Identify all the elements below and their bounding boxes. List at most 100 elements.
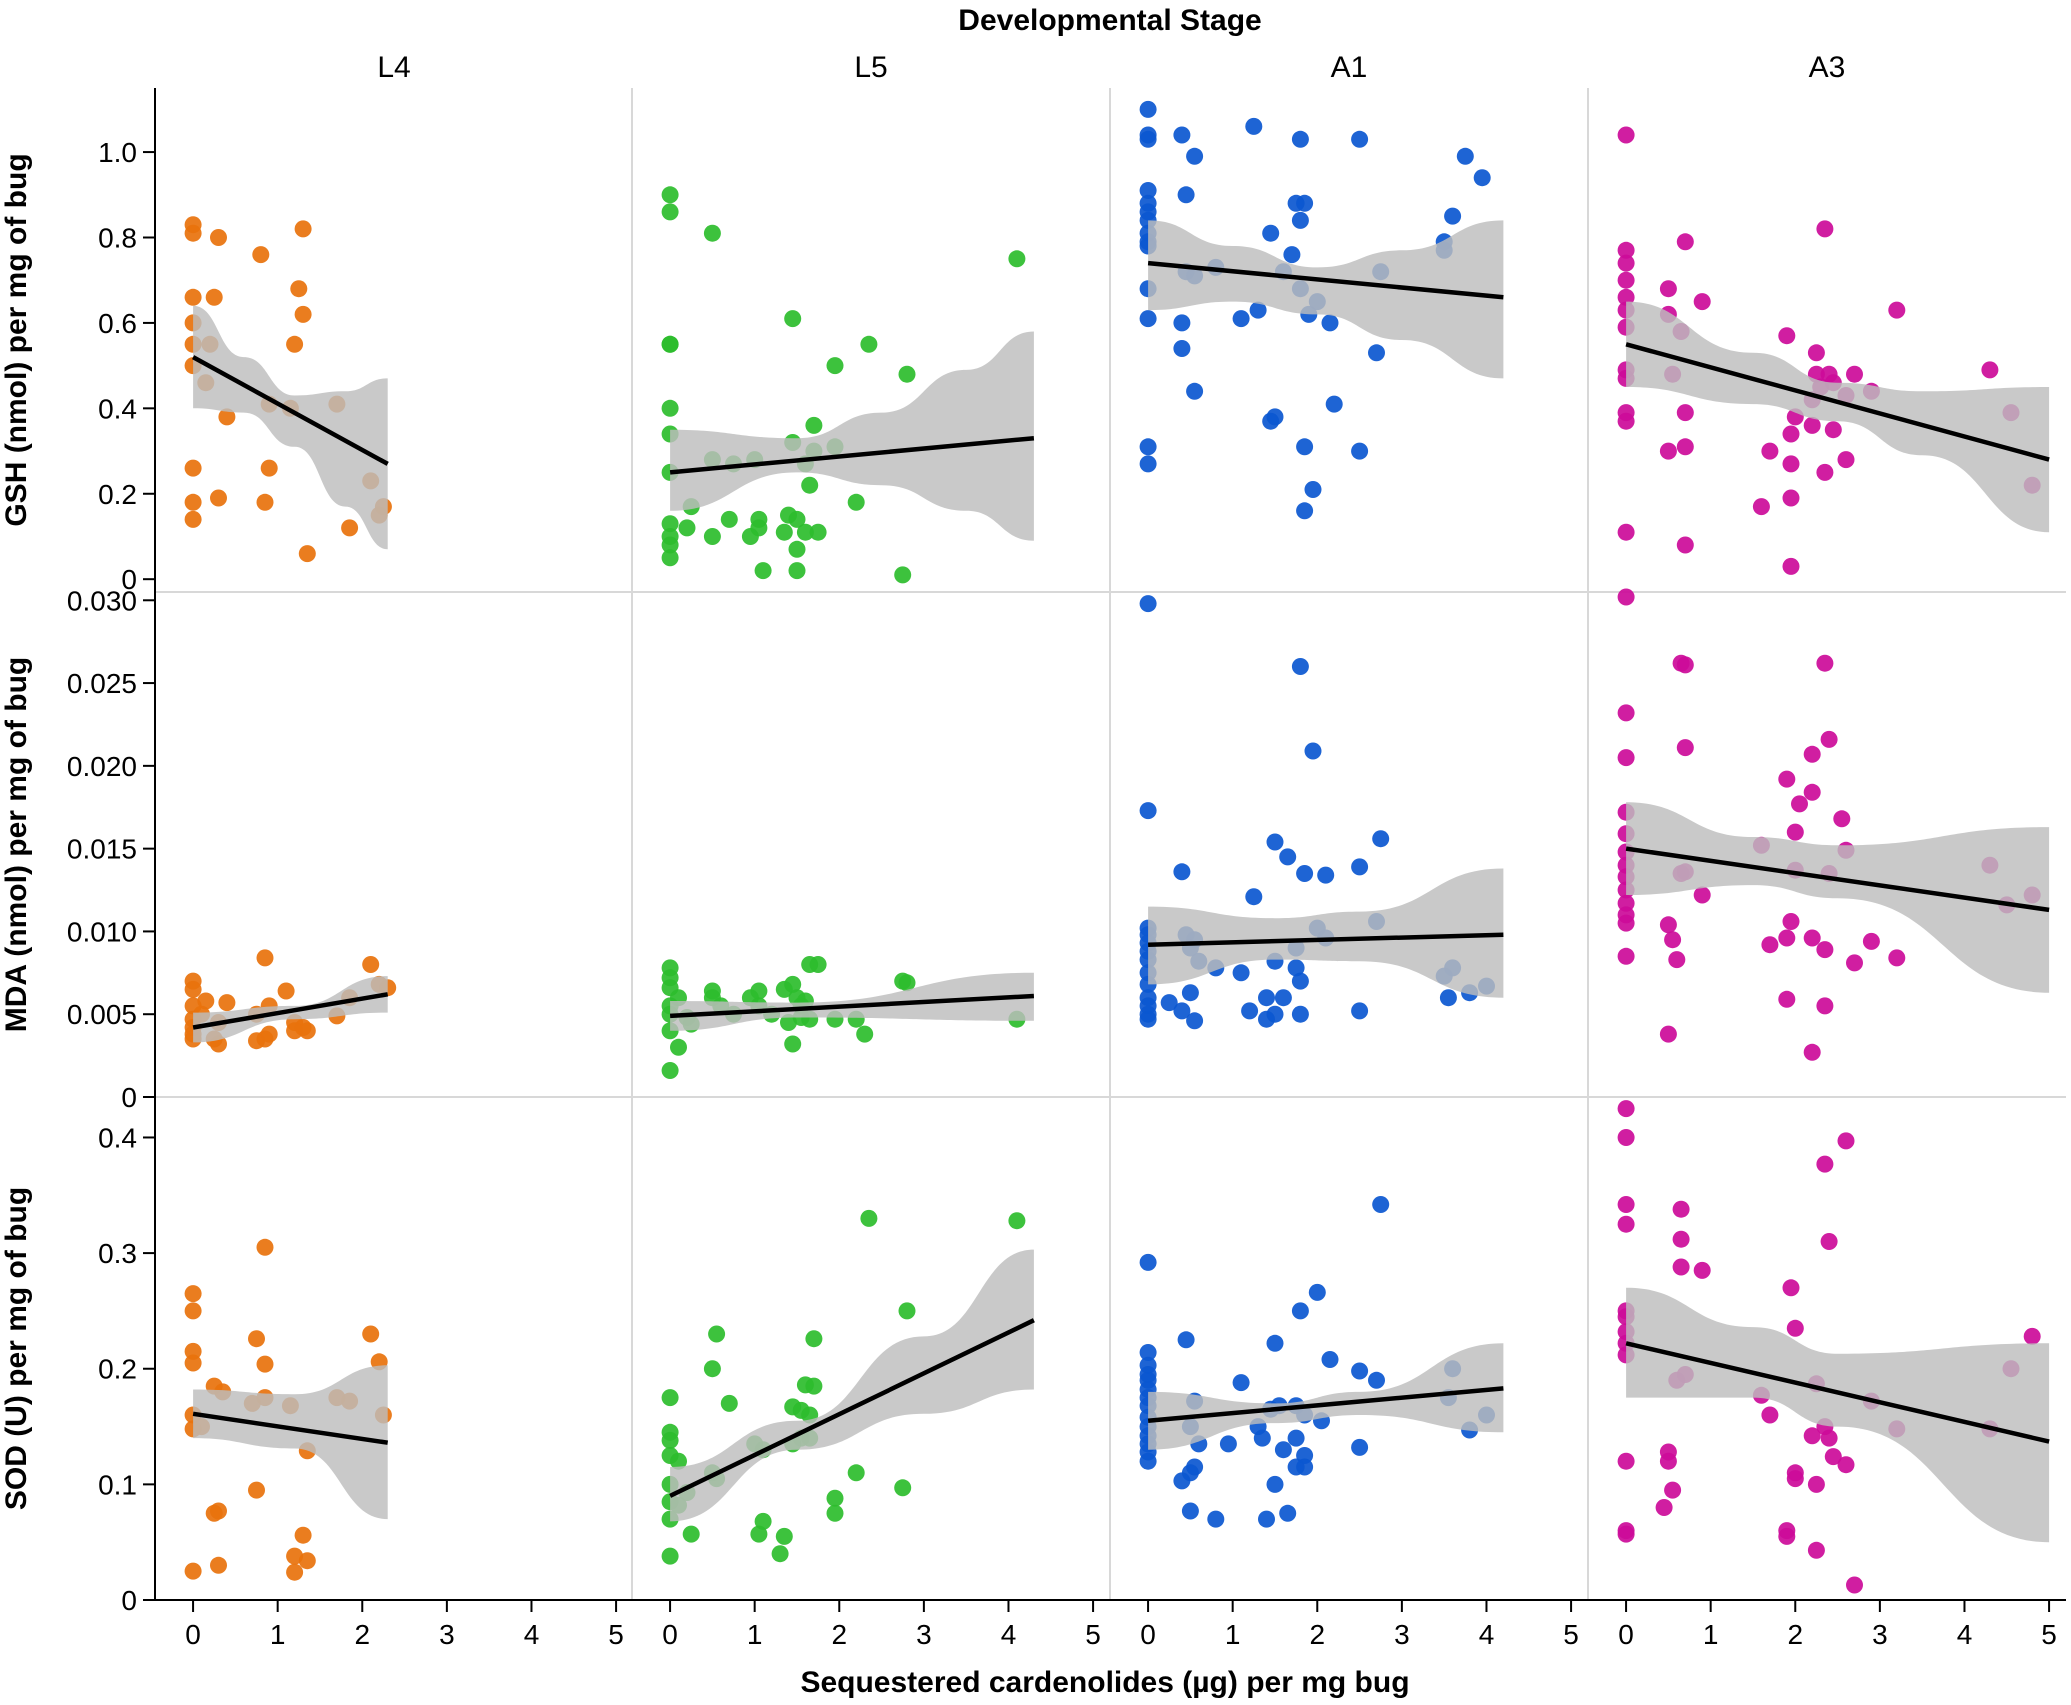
point-gsh-l5-40	[754, 562, 772, 580]
point-sod-l5-14	[661, 1431, 679, 1449]
point-gsh-a1-7	[1186, 147, 1204, 165]
point-gsh-a1-41	[1368, 344, 1385, 362]
x-tick-label-a3-3: 3	[1872, 1619, 1888, 1650]
point-mda-a3-34	[1778, 929, 1796, 947]
point-gsh-l5-0	[661, 186, 679, 204]
point-gsh-l5-9	[898, 365, 916, 383]
point-sod-a1-4	[1177, 1331, 1195, 1349]
point-gsh-a1-1	[1173, 126, 1191, 144]
point-sod-a3-42	[1778, 1527, 1796, 1545]
x-tick-label-l4-4: 4	[524, 1619, 540, 1650]
point-mda-a3-44	[1659, 1025, 1677, 1043]
point-sod-l5-38	[661, 1547, 679, 1565]
point-sod-a3-18	[2023, 1327, 2041, 1345]
point-gsh-a3-17	[1816, 220, 1834, 238]
point-gsh-l5-41	[788, 562, 806, 580]
point-sod-a3-10	[1693, 1261, 1711, 1279]
y-tick-label-gsh-5: 1.0	[98, 137, 137, 168]
point-sod-a3-9	[1672, 1258, 1690, 1276]
point-sod-l5-26	[894, 1479, 912, 1497]
point-sod-a3-11	[1782, 1279, 1800, 1297]
point-mda-a1-7	[1296, 865, 1314, 882]
point-gsh-a1-46	[1139, 438, 1157, 456]
point-gsh-a1-0	[1139, 100, 1157, 118]
point-gsh-l5-34	[775, 523, 793, 541]
y-axis-title-gsh: GSH (nmol) per mg of bug	[0, 153, 33, 526]
point-mda-a3-37	[1862, 932, 1880, 950]
point-mda-l4-18	[260, 1025, 278, 1043]
point-gsh-l4-5	[290, 280, 308, 298]
point-sod-l4-21	[248, 1481, 265, 1499]
y-tick-label-gsh-4: 0.8	[98, 222, 137, 253]
point-gsh-l4-28	[341, 519, 359, 537]
point-gsh-l5-22	[847, 493, 865, 511]
ci-band-gsh-l4	[193, 305, 388, 550]
fit-line-sod-l4	[192, 1411, 389, 1445]
ci-band-gsh-a1	[1148, 220, 1504, 379]
point-mda-a3-3	[1816, 654, 1834, 672]
point-gsh-l5-2	[703, 224, 721, 242]
point-gsh-a3-13	[1659, 280, 1677, 298]
point-mda-a1-11	[1245, 888, 1263, 906]
point-sod-a1-47	[1266, 1475, 1284, 1493]
point-sod-l4-4	[256, 1238, 274, 1256]
point-gsh-a3-20	[1807, 344, 1825, 362]
point-gsh-a3-29	[1676, 404, 1694, 422]
point-sod-a1-2	[1308, 1283, 1326, 1301]
point-sod-l5-24	[847, 1464, 865, 1482]
point-mda-a1-9	[1351, 858, 1369, 876]
point-mda-a1-46	[1186, 1012, 1204, 1030]
point-mda-a1-50	[1291, 1005, 1309, 1023]
point-sod-a1-39	[1139, 1452, 1157, 1470]
point-gsh-a3-38	[1782, 455, 1800, 473]
point-sod-a1-16	[1232, 1374, 1250, 1392]
point-gsh-a1-34	[1232, 310, 1250, 328]
x-tick-label-a1-0: 0	[1140, 1619, 1156, 1650]
point-mda-a1-4	[1372, 830, 1390, 848]
point-mda-a3-32	[1782, 913, 1800, 930]
point-sod-a1-46	[1173, 1472, 1191, 1490]
point-sod-a3-36	[1617, 1452, 1635, 1470]
point-sod-l5-9	[661, 1389, 679, 1407]
point-gsh-l4-22	[184, 493, 202, 511]
point-sod-l5-4	[805, 1330, 823, 1348]
ci-band-sod-a1	[1148, 1343, 1504, 1450]
ci-band-mda-a3	[1626, 802, 2050, 993]
point-gsh-a3-18	[1888, 301, 1906, 319]
point-sod-a1-49	[1207, 1510, 1225, 1528]
point-sod-l5-36	[775, 1527, 793, 1545]
y-tick-label-gsh-3: 0.6	[98, 308, 137, 339]
point-gsh-a3-3	[1617, 271, 1635, 289]
point-gsh-a3-39	[1837, 451, 1855, 469]
point-gsh-l5-31	[703, 528, 721, 545]
point-mda-l4-22	[286, 1022, 304, 1040]
point-sod-l5-5	[703, 1360, 721, 1378]
point-mda-a3-31	[1664, 931, 1682, 949]
point-sod-a3-3	[1816, 1155, 1834, 1173]
point-mda-a1-45	[1139, 1010, 1157, 1028]
point-sod-a3-39	[1664, 1481, 1682, 1499]
point-gsh-a1-20	[1444, 207, 1462, 225]
point-mda-l4-15	[256, 949, 274, 967]
point-gsh-a3-1	[1617, 241, 1635, 259]
fit-line-sod-l5	[669, 1318, 1035, 1498]
point-gsh-l5-36	[809, 523, 827, 541]
y-tick-label-mda-4: 0.020	[67, 751, 137, 782]
ci-band-sod-l5	[670, 1249, 1034, 1522]
point-sod-a3-38	[1807, 1475, 1825, 1493]
ci-band-mda-a1	[1148, 868, 1504, 998]
point-sod-a3-0	[1617, 1100, 1635, 1118]
point-mda-l5-24	[809, 956, 827, 973]
x-tick-label-l5-5: 5	[1085, 1619, 1101, 1650]
point-sod-l4-3	[184, 1354, 202, 1372]
point-mda-a1-10	[1173, 863, 1191, 881]
point-sod-l4-1	[184, 1302, 202, 1320]
point-mda-l4-19	[277, 982, 295, 1000]
point-sod-a3-17	[1786, 1319, 1804, 1337]
point-gsh-l5-33	[750, 519, 768, 537]
point-sod-l4-7	[362, 1325, 380, 1343]
y-tick-label-sod-3: 0.3	[98, 1238, 137, 1269]
point-sod-a3-1	[1617, 1129, 1635, 1146]
chart-marks: L4 L5 A1 A3 0 1 2 3 4 5 0 1 2 3 4 5 0 1 2 3 4 5 0 1 2 3 4 5 GSH (nmo…	[0, 51, 2066, 1650]
point-gsh-l5-29	[678, 519, 696, 537]
